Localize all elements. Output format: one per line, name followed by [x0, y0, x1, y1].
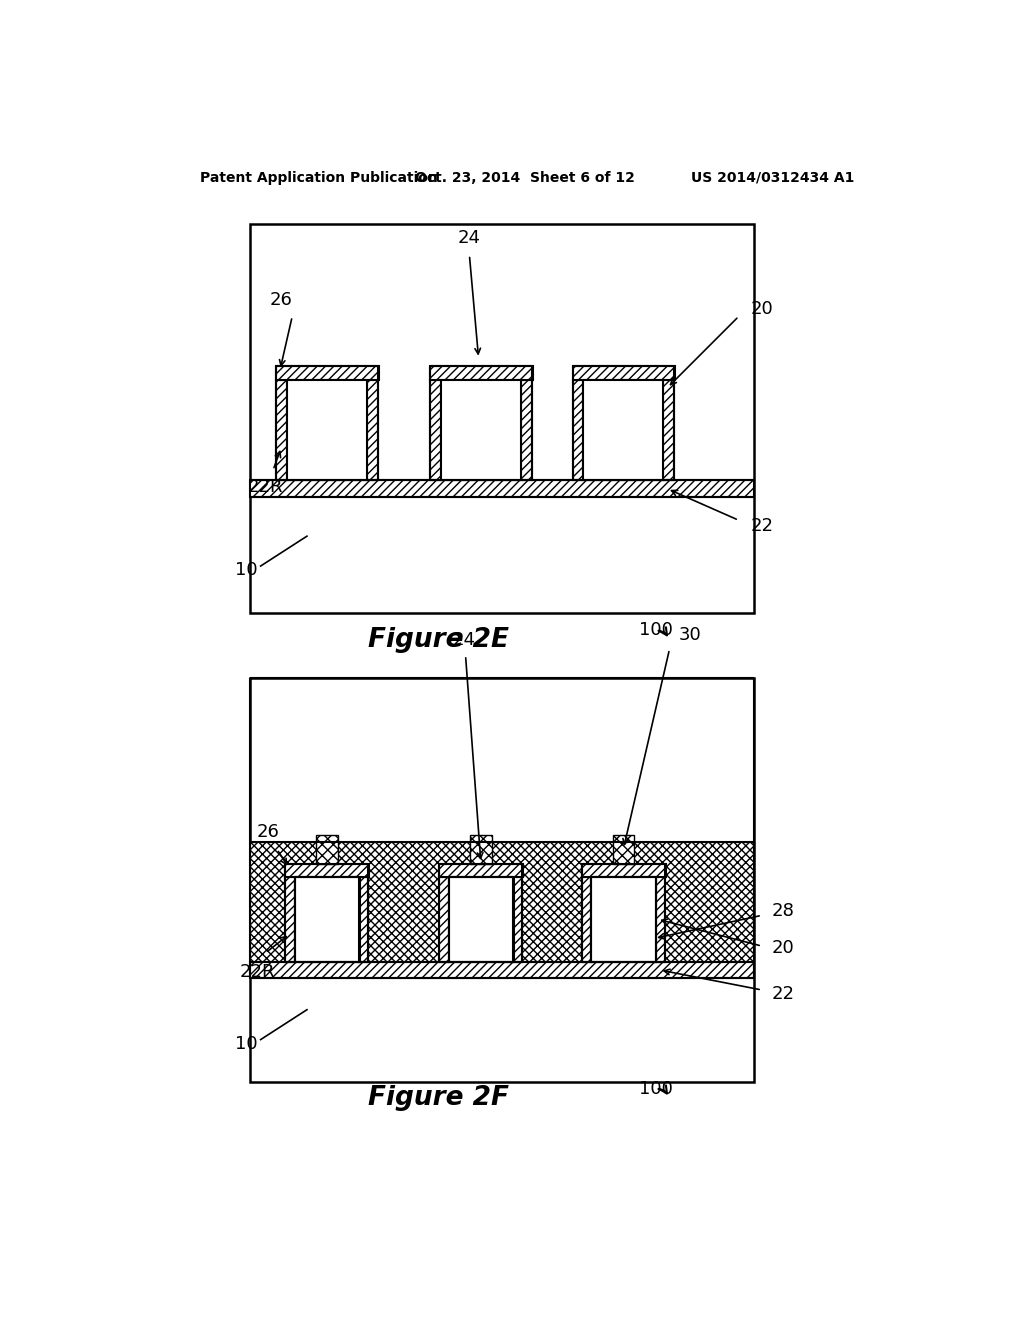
Bar — [250, 224, 755, 612]
Bar — [584, 381, 664, 479]
Bar — [295, 876, 360, 961]
Bar — [439, 865, 523, 876]
Bar — [287, 380, 368, 480]
Bar — [250, 842, 755, 961]
Bar — [612, 836, 634, 865]
Bar — [513, 876, 522, 961]
Text: 22: 22 — [772, 985, 795, 1003]
Text: 22: 22 — [751, 517, 773, 536]
Bar — [316, 836, 338, 865]
Text: 24: 24 — [453, 631, 475, 649]
Bar — [430, 367, 532, 380]
Bar — [250, 480, 755, 498]
Text: 20: 20 — [772, 939, 795, 957]
Bar — [664, 380, 674, 480]
Bar — [286, 865, 370, 876]
Bar — [449, 876, 514, 961]
Text: 20: 20 — [751, 300, 773, 318]
Text: Oct. 23, 2014  Sheet 6 of 12: Oct. 23, 2014 Sheet 6 of 12 — [415, 170, 635, 185]
Bar — [286, 876, 295, 961]
Bar — [572, 367, 675, 380]
Text: 28: 28 — [772, 903, 795, 920]
Bar — [430, 380, 441, 480]
Text: Figure 2F: Figure 2F — [368, 1085, 509, 1111]
Text: 26: 26 — [256, 824, 280, 841]
Bar — [582, 865, 666, 876]
Text: Patent Application Publication: Patent Application Publication — [200, 170, 437, 185]
Text: Figure 2E: Figure 2E — [368, 627, 509, 652]
Bar — [591, 876, 656, 961]
Bar — [359, 876, 369, 961]
Bar — [288, 381, 367, 479]
Text: 22R: 22R — [240, 964, 275, 981]
Bar — [572, 380, 584, 480]
Bar — [367, 380, 378, 480]
Bar — [250, 961, 755, 978]
Text: 100: 100 — [639, 1080, 673, 1097]
Text: 10: 10 — [234, 561, 258, 579]
Text: 24: 24 — [458, 228, 481, 247]
Bar — [470, 836, 492, 865]
Bar — [655, 876, 665, 961]
Text: 22R: 22R — [248, 478, 283, 496]
Bar — [441, 381, 521, 479]
Bar — [584, 380, 665, 480]
Text: 100: 100 — [639, 622, 673, 639]
Text: 30: 30 — [679, 626, 701, 644]
Bar — [521, 380, 531, 480]
Text: US 2014/0312434 A1: US 2014/0312434 A1 — [691, 170, 854, 185]
Bar — [439, 876, 449, 961]
Bar — [276, 367, 379, 380]
Bar — [250, 678, 755, 1082]
Bar — [582, 876, 591, 961]
Bar — [441, 380, 521, 480]
Text: 26: 26 — [269, 290, 292, 309]
Bar — [276, 380, 287, 480]
Text: 10: 10 — [234, 1035, 258, 1053]
